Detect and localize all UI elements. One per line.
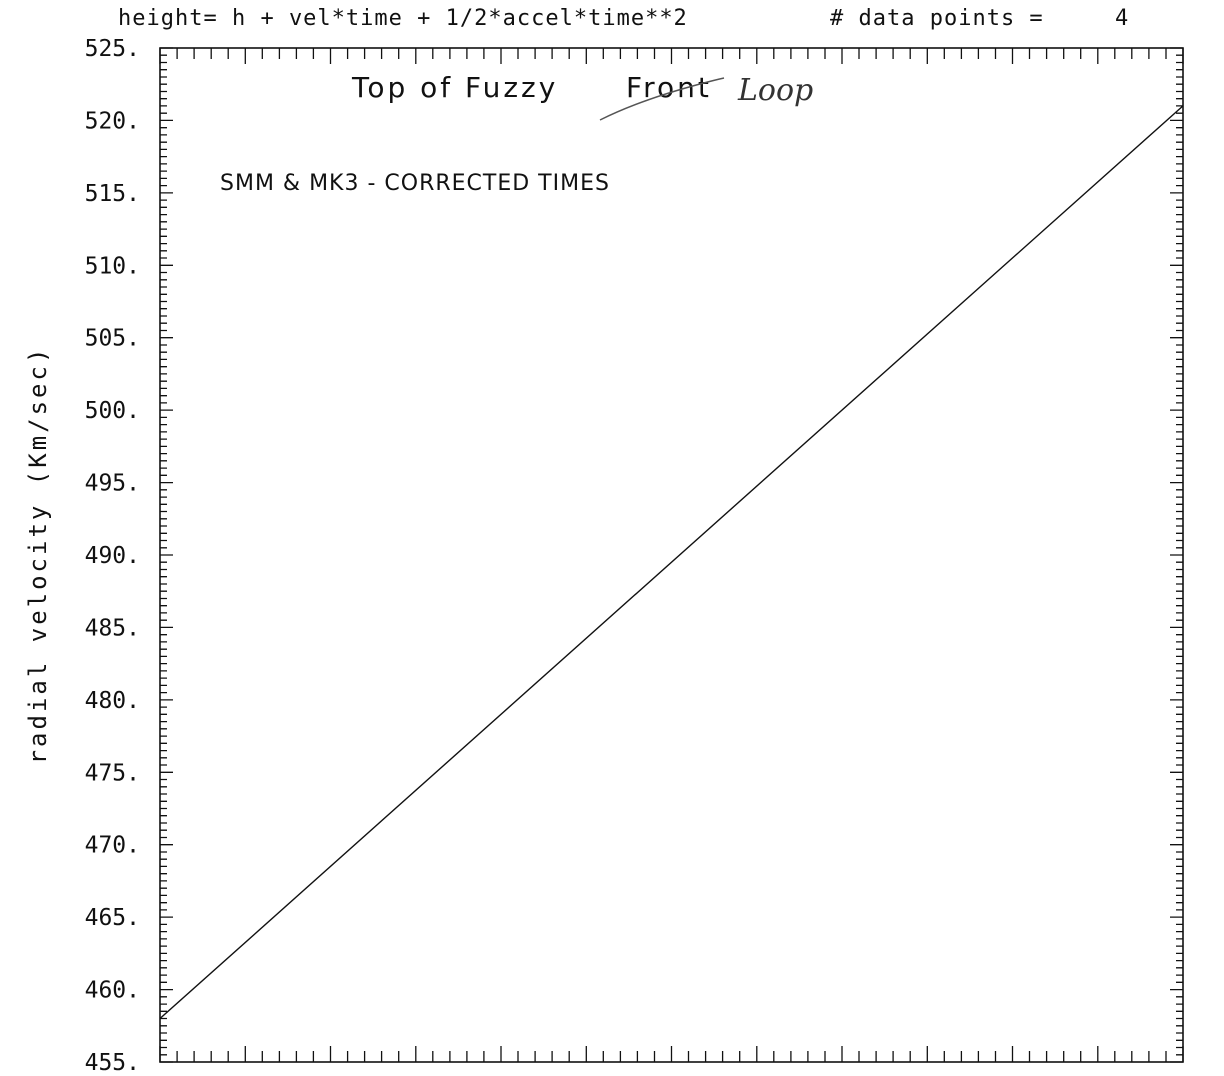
y-tick-label: 490. [85, 543, 140, 569]
y-tick-label: 525. [85, 36, 140, 62]
y-tick-label: 470. [85, 833, 140, 859]
tick-marks [159, 47, 1184, 1063]
axes [159, 47, 1184, 1063]
strike-through-mark [599, 77, 725, 121]
y-tick-label: 500. [85, 398, 140, 424]
y-tick-label: 480. [85, 688, 140, 714]
y-axis-label: radial velocity (Km/sec) [24, 346, 52, 765]
data-points-label: # data points = [830, 6, 1044, 31]
y-tick-label: 505. [85, 326, 140, 352]
y-tick-label: 460. [85, 978, 140, 1004]
y-tick-labels: 455. 460. 465. 470. 475. 480. 485. 490. 495. 500.… [85, 36, 140, 1076]
handwritten-annotation: Loop [737, 73, 813, 108]
chart-title-struck-word: Front [626, 71, 712, 104]
fit-formula: height= h + vel*time + 1/2*accel*time**2 [118, 6, 688, 31]
data-series [159, 105, 1184, 1020]
y-tick-label: 465. [85, 905, 140, 931]
y-tick-label: 515. [85, 181, 140, 207]
axis-ticks [159, 47, 1184, 1063]
chart-title: Top of Fuzzy Front Loop [351, 71, 813, 121]
chart-header: height= h + vel*time + 1/2*accel*time**2… [0, 6, 1224, 36]
y-tick-label: 510. [85, 253, 140, 279]
plot-frame [159, 47, 1184, 1063]
y-tick-label: 495. [85, 471, 140, 497]
y-tick-label: 455. [85, 1050, 140, 1076]
y-tick-label: 485. [85, 615, 140, 641]
data-points-value: 4 [1115, 6, 1130, 31]
chart-subtitle: SMM & MK3 - CORRECTED TIMES [220, 171, 610, 196]
chart-title-prefix: Top of Fuzzy [351, 71, 558, 104]
y-tick-label: 475. [85, 760, 140, 786]
fit-line [159, 105, 1184, 1020]
y-tick-label: 520. [85, 108, 140, 134]
